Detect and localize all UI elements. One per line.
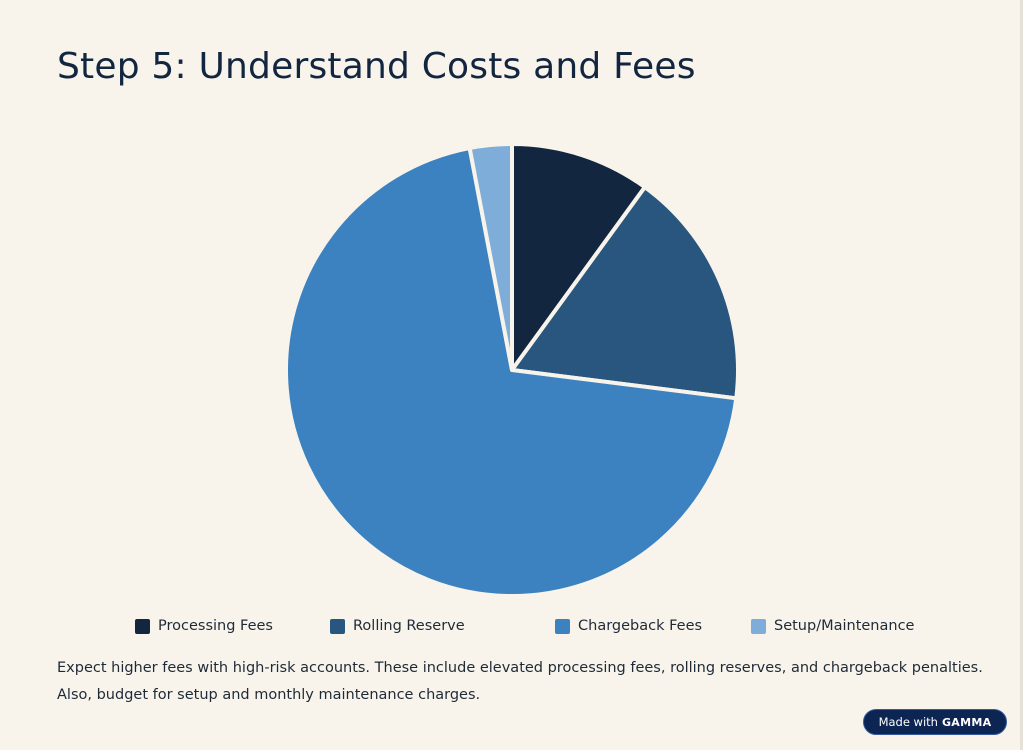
legend-item-rolling-reserve: Rolling Reserve — [330, 615, 465, 637]
legend-label: Processing Fees — [158, 618, 273, 634]
legend-swatch — [555, 618, 570, 634]
legend-label: Chargeback Fees — [578, 618, 703, 634]
gamma-logo: GAMMA — [941, 715, 992, 729]
legend-swatch — [330, 618, 345, 634]
legend-item-chargeback-fees: Chargeback Fees — [555, 615, 702, 637]
made-with-gamma-badge[interactable]: Made with GAMMA — [863, 709, 1007, 735]
badge-label: Made with — [878, 715, 938, 729]
pie-chart — [284, 142, 740, 598]
legend-swatch — [751, 618, 766, 634]
legend-item-processing-fees: Processing Fees — [135, 615, 273, 637]
legend-swatch — [135, 618, 150, 634]
description-line: Expect higher fees with high-risk accoun… — [57, 660, 983, 676]
pie-slice-processing-fees — [510, 142, 647, 372]
legend-label: Rolling Reserve — [353, 618, 465, 634]
pie-slice-rolling-reserve — [510, 185, 740, 401]
legend-label: Setup/Maintenance — [774, 618, 915, 634]
pie-slice-chargeback-fees — [284, 146, 739, 598]
legend-item-setup-maintenance: Setup/Maintenance — [751, 615, 914, 637]
slide-edge — [1020, 0, 1023, 750]
page-title: Step 5: Understand Costs and Fees — [57, 46, 696, 87]
description: Expect higher fees with high-risk accoun… — [57, 655, 983, 709]
pie-slice-setup-maintenance — [467, 142, 514, 372]
chart-legend: Processing Fees Rolling Reserve Chargeba… — [0, 615, 1023, 637]
description-line: Also, budget for setup and monthly maint… — [57, 687, 481, 703]
pie-slices — [284, 142, 740, 598]
